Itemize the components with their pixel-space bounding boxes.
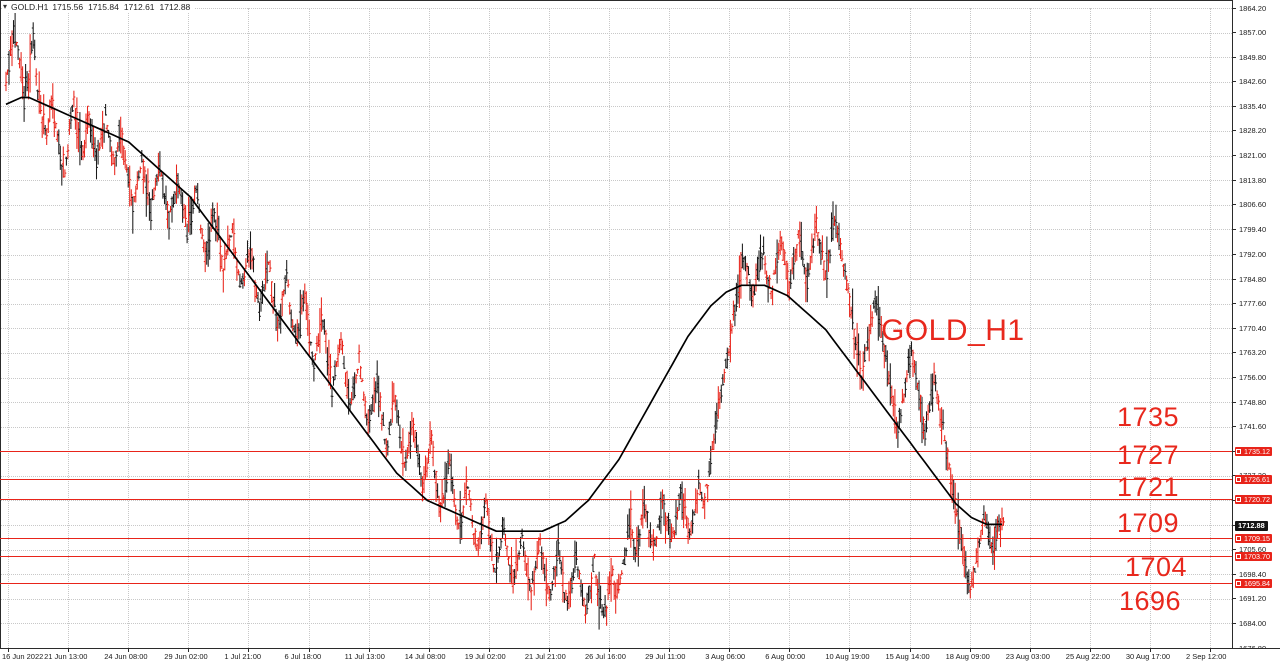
price-tick: 1806.60 [1233,200,1266,209]
price-tick: 1799.40 [1233,225,1266,234]
ohlc-close: 1712.88 [159,2,191,12]
price-tick: 1698.40 [1233,570,1266,579]
ohlc-values: 1715.56 1715.84 1712.61 1712.88 [52,1,190,13]
time-tick-mark [969,649,971,652]
price-tick: 1849.80 [1233,53,1266,62]
time-tick-label: 23 Aug 03:00 [1005,652,1050,661]
ohlc-high: 1715.84 [88,2,119,12]
current-price-tag[interactable]: 1712.88 [1235,521,1268,531]
annotation-level-1727: 1727 [1117,440,1180,470]
time-tick-mark [8,649,9,652]
sr-line-1720[interactable] [0,499,1232,500]
sr-line-1695[interactable] [0,583,1232,584]
price-tick: 1828.20 [1233,126,1266,135]
time-tick-mark [1210,649,1211,652]
time-tick-label: 3 Aug 06:00 [705,652,746,661]
time-tick-label: 19 Jul 02:00 [464,652,506,661]
price-tick: 1770.40 [1233,324,1266,333]
time-tick-mark [548,649,550,652]
sr-price-tag-1726[interactable]: 1726.61 [1235,475,1272,484]
time-tick-mark [308,649,310,652]
time-tick-label: 29 Jun 02:00 [164,652,208,661]
time-tick-mark [428,649,430,652]
sr-price-tag-1709[interactable]: 1709.15 [1235,534,1272,543]
time-axis[interactable]: 16 Jun 2022 21 Jun 13:00 24 Jun 08:00 29 Ju… [0,648,1280,667]
time-tick-mark [1089,649,1091,652]
plot-top-border [0,0,1232,1]
price-tick: 1821.00 [1233,151,1266,160]
time-tick-mark [789,649,791,652]
annotation-level-1696: 1696 [1119,586,1182,616]
time-tick-mark [68,649,70,652]
price-tick: 1705.60 [1233,545,1266,554]
price-tick: 1835.40 [1233,102,1266,111]
symbol-label: GOLD.H1 [11,2,49,12]
time-tick-mark [1149,649,1151,652]
price-tick: 1842.60 [1233,77,1266,86]
annotation-level-1721: 1721 [1117,472,1180,502]
price-tick: 1684.00 [1233,619,1266,628]
time-tick-label: 10 Aug 19:00 [825,652,870,661]
time-tick-label: 21 Jul 21:00 [524,652,566,661]
price-chart-canvas[interactable]: GOLD_H1 1735 1727 1721 1709 1704 1696 [0,8,1232,648]
price-tick: 1792.00 [1233,250,1266,259]
time-tick-label: 6 Jul 18:00 [284,652,322,661]
time-tick-label: 16 Jun 2022 [2,652,44,661]
price-tick: 1763.20 [1233,348,1266,357]
ohlc-low: 1712.61 [123,2,155,12]
time-tick-label: 25 Aug 22:00 [1065,652,1111,661]
price-tick: 1777.60 [1233,299,1266,308]
sr-line-1709[interactable] [0,538,1232,539]
sr-price-tag-1703[interactable]: 1703.70 [1235,552,1272,561]
annotation-level-1735: 1735 [1117,402,1180,432]
sr-line-1703[interactable] [0,556,1232,557]
price-tick: 1741.60 [1233,422,1266,431]
time-tick-mark [729,649,731,652]
annotation-level-1709: 1709 [1117,508,1180,538]
price-tick: 1864.20 [1233,4,1266,13]
time-tick-mark [1029,649,1031,652]
chart-header: ▾ GOLD.H1 1715.56 1715.84 1712.61 1712.8… [3,1,195,13]
time-tick-mark [669,649,671,652]
time-tick-label: 26 Jul 16:00 [585,652,626,661]
time-tick-label: 14 Jul 08:00 [404,652,446,661]
price-tick: 1784.80 [1233,275,1266,284]
time-tick-mark [488,649,490,652]
time-tick-label: 6 Aug 00:00 [765,652,806,661]
time-tick-mark [248,649,250,652]
time-tick-mark [128,649,130,652]
annotation-level-1704: 1704 [1125,552,1188,582]
time-tick-mark [609,649,610,652]
price-tick: 1857.00 [1233,28,1266,37]
time-tick-label: 15 Aug 14:00 [885,652,930,661]
sr-price-tag-1720[interactable]: 1720.72 [1235,495,1272,504]
time-tick-label: 1 Jul 21:00 [224,652,262,661]
candlestick-series [4,8,1005,630]
time-tick-label: 29 Jul 11:00 [645,652,686,661]
plot-left-border [0,0,1,648]
price-tick: 1756.00 [1233,373,1266,382]
price-tick: 1748.80 [1233,398,1266,407]
annotation-title: GOLD_H1 [881,314,1025,347]
time-tick-label: 2 Sep 12:00 [1186,652,1227,661]
sr-price-tag-1695[interactable]: 1695.84 [1235,579,1272,588]
caret-down-icon[interactable]: ▾ [3,2,8,11]
time-tick-label: 18 Aug 09:00 [945,652,990,661]
sr-line-1726[interactable] [0,479,1232,480]
price-tick: 1813.80 [1233,176,1266,185]
time-tick-label: 24 Jun 08:00 [104,652,148,661]
time-tick-label: 21 Jun 13:00 [44,652,88,661]
price-axis[interactable]: 1864.20 1857.00 1849.80 1842.60 1835.40 1828.… [1232,0,1280,653]
sr-price-tag-1735[interactable]: 1735.12 [1235,447,1272,456]
time-tick-mark [188,649,190,652]
time-tick-label: 11 Jul 13:00 [344,652,385,661]
time-tick-mark [849,649,851,652]
moving-average-line [5,96,1002,533]
time-tick-mark [368,649,370,652]
ohlc-open: 1715.56 [52,2,84,12]
price-tick: 1691.20 [1233,594,1266,603]
time-tick-label: 30 Aug 17:00 [1125,652,1171,661]
time-tick-mark [909,649,911,652]
